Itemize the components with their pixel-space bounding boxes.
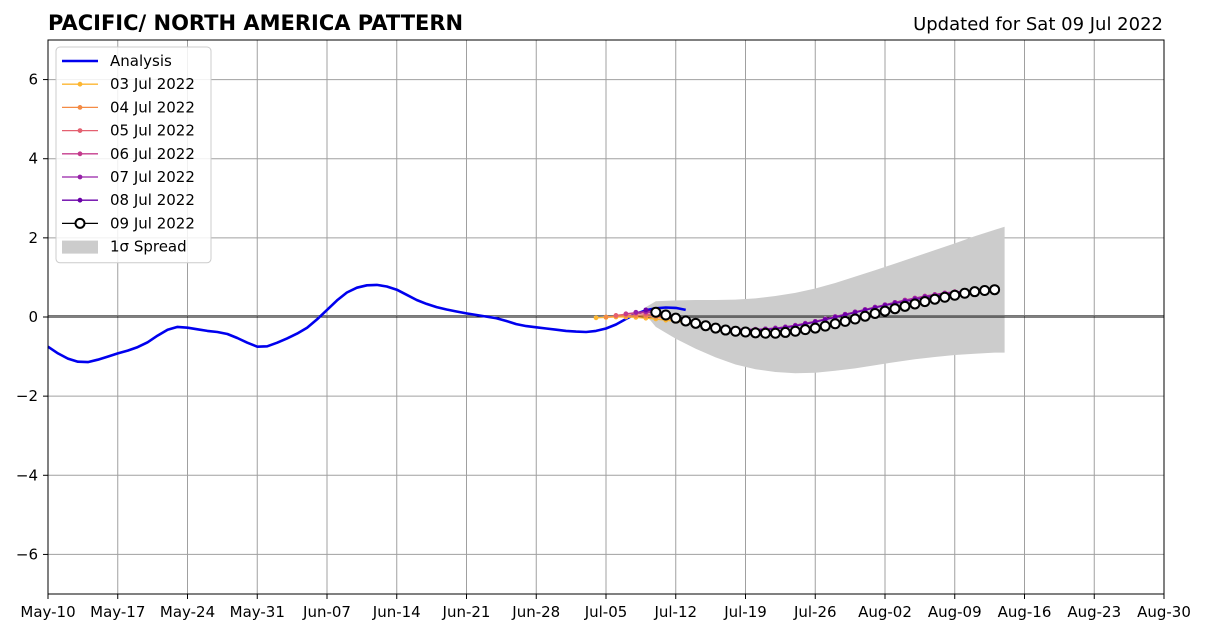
- y-axis-ticks: −6 −4 −2 0 2 4 6: [16, 71, 48, 563]
- forecast-point: [809, 322, 821, 334]
- forecast-point: [789, 325, 801, 337]
- forecast-point: [799, 324, 811, 336]
- y-tick-label: 6: [28, 71, 38, 89]
- x-tick-label: Aug-30: [1137, 603, 1191, 621]
- forecast-point: [710, 322, 722, 334]
- forecast-point: [939, 291, 951, 303]
- forecast-point: [819, 320, 831, 332]
- forecast-point: [909, 298, 921, 310]
- legend-swatch-marker: [77, 105, 83, 110]
- forecast-point: [979, 284, 991, 296]
- forecast-series-7: [650, 284, 1001, 339]
- forecast-point: [759, 327, 771, 339]
- forecast-point: [670, 312, 682, 324]
- x-tick-label: Jul-12: [653, 603, 697, 621]
- forecast-point: [769, 327, 781, 339]
- forecast-point: [879, 305, 891, 317]
- forecast-point: [929, 293, 941, 305]
- forecast-point: [949, 289, 961, 301]
- forecast-point: [779, 326, 791, 338]
- forecast-point: [749, 327, 761, 339]
- forecast-point: [849, 313, 861, 325]
- forecast-point: [959, 287, 971, 299]
- forecast-point: [859, 310, 871, 322]
- legend-label: 07 Jul 2022: [110, 168, 195, 186]
- x-tick-label: Aug-16: [998, 603, 1052, 621]
- legend-swatch-marker: [77, 128, 83, 134]
- forecast-point: [623, 311, 629, 317]
- legend-label: 03 Jul 2022: [110, 75, 195, 93]
- x-tick-label: May-24: [160, 603, 215, 621]
- y-tick-label: 0: [28, 308, 38, 326]
- forecast-point: [613, 313, 619, 318]
- x-tick-label: May-17: [90, 603, 145, 621]
- series-layer: [47, 283, 1001, 364]
- x-tick-label: May-31: [230, 603, 285, 621]
- forecast-point: [720, 324, 732, 336]
- forecast-point: [969, 286, 981, 298]
- forecast-point: [603, 314, 609, 320]
- legend-swatch-marker: [77, 197, 83, 203]
- legend-box: [55, 46, 212, 264]
- x-tick-label: Aug-23: [1067, 603, 1121, 621]
- legend-swatch-marker: [74, 217, 86, 229]
- forecast-point: [740, 326, 751, 338]
- legend-swatch-marker: [77, 174, 83, 180]
- x-tick-label: Jun-14: [372, 603, 421, 621]
- forecast-point: [899, 300, 911, 312]
- forecast-point: [919, 296, 931, 308]
- forecast-point: [650, 306, 662, 318]
- legend-label: 06 Jul 2022: [110, 145, 195, 163]
- forecast-point: [700, 320, 712, 332]
- forecast-point: [869, 307, 881, 319]
- x-tick-label: Jul-19: [723, 603, 767, 621]
- forecast-point: [730, 325, 742, 337]
- x-tick-label: Jun-07: [302, 603, 351, 621]
- forecast-point: [829, 318, 841, 330]
- x-tick-label: Jul-26: [793, 603, 837, 621]
- legend-label: 09 Jul 2022: [110, 214, 195, 232]
- forecast-point: [690, 317, 702, 329]
- legend-label: 08 Jul 2022: [110, 191, 195, 209]
- x-tick-label: Jun-21: [442, 603, 491, 621]
- legend-label: 1σ Spread: [110, 238, 187, 256]
- x-axis-ticks: May-10 May-17 May-24 May-31 Jun-07 Jun-14 Jun-…: [20, 594, 1191, 621]
- y-tick-label: 2: [28, 229, 38, 247]
- forecast-point: [839, 315, 851, 327]
- forecast-point: [680, 315, 692, 327]
- chart-subtitle: Updated for Sat 09 Jul 2022: [913, 14, 1163, 35]
- x-tick-label: Aug-09: [928, 603, 982, 621]
- forecast-point: [593, 315, 599, 321]
- forecast-point: [889, 303, 901, 315]
- legend-label: 04 Jul 2022: [110, 98, 195, 116]
- forecast-point: [633, 309, 639, 315]
- chart-title: PACIFIC/ NORTH AMERICA PATTERN: [48, 11, 463, 35]
- legend-swatch-marker: [77, 151, 83, 157]
- legend-swatch-marker: [77, 81, 83, 87]
- x-tick-label: May-10: [20, 603, 75, 621]
- y-tick-label: −2: [16, 387, 38, 405]
- y-tick-label: 4: [28, 150, 38, 168]
- legend-swatch-spread: [62, 240, 98, 254]
- x-tick-label: Jul-05: [584, 603, 628, 621]
- analysis-line: [47, 283, 686, 364]
- forecast-point: [660, 309, 672, 321]
- y-tick-label: −6: [16, 545, 38, 563]
- legend-label: 05 Jul 2022: [110, 122, 195, 140]
- x-tick-label: Aug-02: [858, 603, 912, 621]
- legend-label: Analysis: [110, 52, 172, 70]
- x-tick-label: Jun-28: [511, 603, 560, 621]
- y-tick-label: −4: [16, 466, 38, 484]
- forecast-point: [989, 284, 1001, 296]
- legend: Analysis 03 Jul 2022 04 Jul 2022 05 Jul 202…: [55, 46, 212, 264]
- forecast-point: [643, 307, 649, 313]
